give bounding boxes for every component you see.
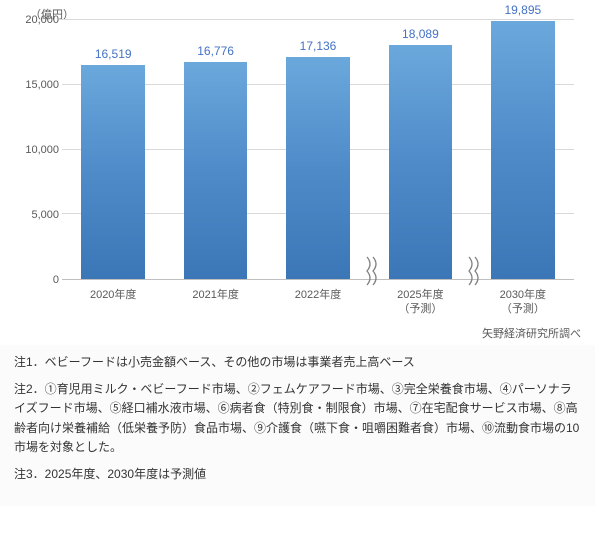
- x-tick-label: 2022年度: [267, 284, 369, 317]
- bar-value-label: 16,519: [95, 47, 132, 61]
- plot-area: 16,519 16,776 17,136 18,089 19,895: [62, 20, 574, 280]
- bar-chart: （億円） 0 5,000 10,000 15,000 20,000 16,519…: [0, 0, 595, 345]
- bar: 16,519: [81, 65, 144, 279]
- y-tick-label: 10,000: [9, 144, 59, 156]
- footnote: 注2．①育児用ミルク・ベビーフード市場、②フェムケアフード市場、③完全栄養食市場…: [14, 380, 581, 457]
- footnote: 注1．ベビーフードは小売金額ベース、その他の市場は事業者売上高ベース: [14, 353, 581, 372]
- bar-slot: 16,519: [62, 20, 164, 279]
- footnotes: 注1．ベビーフードは小売金額ベース、その他の市場は事業者売上高ベース 注2．①育…: [0, 345, 595, 506]
- x-tick-label: 2030年度（予測）: [472, 284, 574, 317]
- y-tick-label: 15,000: [9, 79, 59, 91]
- chart-source: 矢野経済研究所調べ: [482, 325, 581, 341]
- y-tick-label: 5,000: [9, 209, 59, 221]
- bar-slot: 19,895: [472, 20, 574, 279]
- footnote: 注3．2025年度、2030年度は予測値: [14, 465, 581, 484]
- bar: 17,136: [286, 57, 349, 279]
- bar-slot: 18,089: [369, 20, 471, 279]
- bar-value-label: 17,136: [300, 39, 337, 53]
- x-tick-label: 2021年度: [164, 284, 266, 317]
- bar-value-label: 18,089: [402, 27, 439, 41]
- bar: 19,895: [491, 21, 554, 279]
- bar: 16,776: [184, 62, 247, 279]
- bar-value-label: 16,776: [197, 44, 234, 58]
- bar-value-label: 19,895: [504, 3, 541, 17]
- bar-slot: 16,776: [164, 20, 266, 279]
- bar: 18,089: [389, 45, 452, 279]
- y-tick-label: 0: [9, 274, 59, 286]
- y-tick-label: 20,000: [9, 14, 59, 26]
- bar-slot: 17,136: [267, 20, 369, 279]
- x-tick-label: 2020年度: [62, 284, 164, 317]
- x-axis-labels: 2020年度2021年度2022年度2025年度（予測）2030年度（予測）: [62, 284, 574, 317]
- x-tick-label: 2025年度（予測）: [369, 284, 471, 317]
